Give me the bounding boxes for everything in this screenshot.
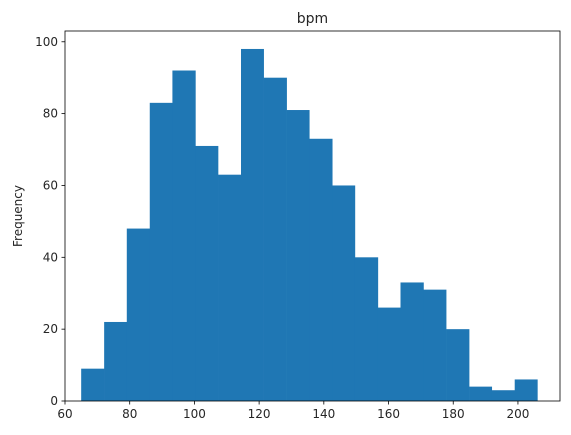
histogram-bar-18 xyxy=(491,390,516,401)
histogram-bar-17 xyxy=(469,386,493,401)
y-tick-label-0: 0 xyxy=(50,394,58,408)
histogram-bar-1 xyxy=(104,321,128,401)
x-tick-label-3: 120 xyxy=(248,407,271,421)
x-tick-label-7: 200 xyxy=(506,407,529,421)
x-tick-label-1: 80 xyxy=(122,407,137,421)
x-tick-label-4: 140 xyxy=(312,407,335,421)
y-tick-label-2: 40 xyxy=(43,250,58,264)
histogram-bar-14 xyxy=(400,282,424,401)
x-tick-label-6: 180 xyxy=(442,407,465,421)
histogram-bars xyxy=(81,48,538,402)
x-tick-label-2: 100 xyxy=(183,407,206,421)
histogram-bar-11 xyxy=(332,185,356,401)
x-tick-label-5: 160 xyxy=(377,407,400,421)
x-tick-label-0: 60 xyxy=(57,407,72,421)
chart-title: bpm xyxy=(297,11,328,27)
x-axis: 60 80 100 120 140 160 180 200 xyxy=(57,401,529,421)
histogram-bar-2 xyxy=(126,228,151,401)
histogram-bar-15 xyxy=(423,289,447,401)
histogram-bar-13 xyxy=(377,307,401,401)
y-axis-title: Frequency xyxy=(11,185,25,247)
plot-frame xyxy=(64,30,561,402)
histogram-bar-4 xyxy=(172,70,196,401)
histogram-bar-3 xyxy=(149,102,173,401)
histogram-bar-19 xyxy=(514,379,538,401)
y-tick-label-1: 20 xyxy=(43,322,58,336)
histogram-bar-8 xyxy=(263,77,287,401)
y-tick-label-5: 100 xyxy=(35,35,58,49)
histogram-bar-16 xyxy=(446,329,470,401)
histogram-bar-7 xyxy=(241,48,264,402)
histogram-bar-9 xyxy=(286,110,310,401)
histogram-bar-12 xyxy=(354,257,379,401)
histogram-bar-6 xyxy=(218,174,242,401)
histogram-bar-10 xyxy=(309,138,333,401)
y-tick-label-4: 80 xyxy=(43,107,58,121)
y-axis: 0 20 40 60 80 100 xyxy=(35,35,65,408)
y-tick-label-3: 60 xyxy=(43,178,58,192)
histogram-bar-5 xyxy=(195,145,219,401)
histogram-bar-0 xyxy=(81,368,105,401)
